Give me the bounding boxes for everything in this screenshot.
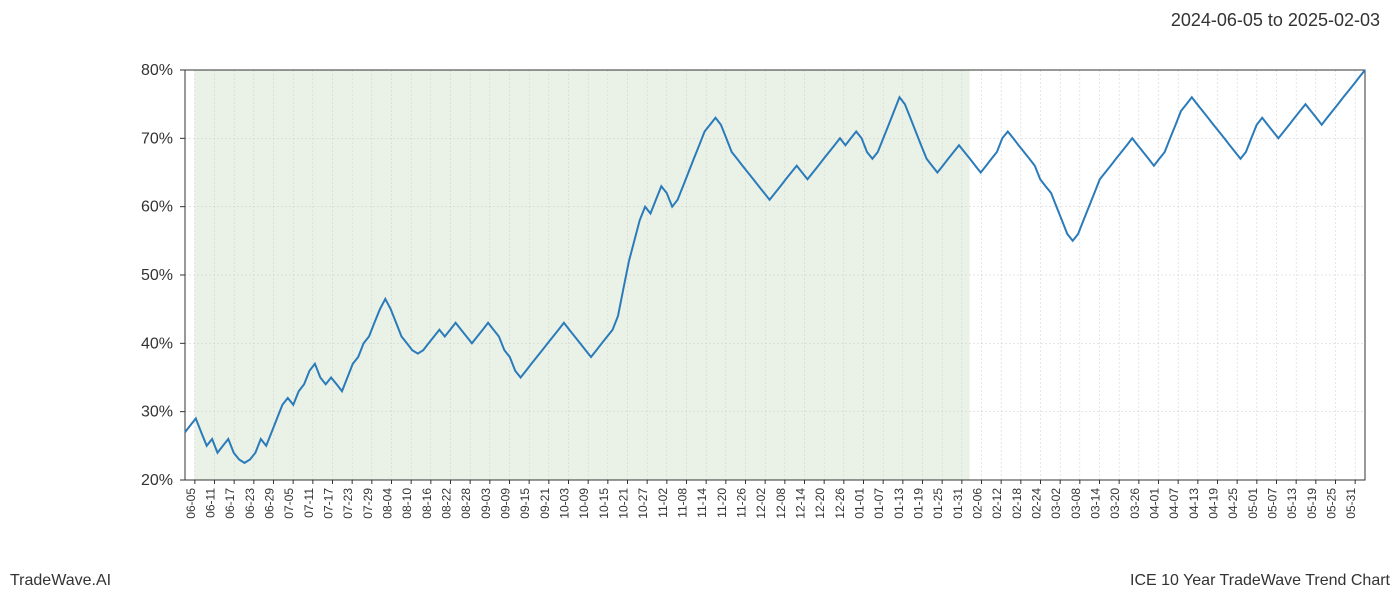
x-tick-label: 02-24	[1030, 488, 1044, 519]
x-tick-label: 03-08	[1069, 488, 1083, 519]
x-tick-label: 06-29	[263, 488, 277, 519]
x-tick-label: 11-02	[656, 488, 670, 518]
x-tick-label: 12-02	[754, 488, 768, 519]
x-tick-label: 10-09	[577, 488, 591, 519]
x-tick-label: 10-15	[597, 488, 611, 519]
x-tick-label: 10-21	[617, 488, 631, 519]
x-tick-label: 11-26	[735, 488, 749, 518]
y-tick-label: 60%	[141, 199, 173, 216]
x-tick-label: 09-09	[499, 488, 513, 519]
x-tick-label: 11-14	[695, 488, 709, 518]
x-tick-label: 05-19	[1305, 488, 1319, 519]
x-tick-label: 05-25	[1325, 488, 1339, 519]
y-tick-label: 30%	[141, 404, 173, 421]
x-tick-label: 06-23	[243, 488, 257, 519]
x-tick-label: 05-01	[1246, 488, 1260, 519]
x-tick-label: 03-14	[1089, 488, 1103, 519]
footer-brand: TradeWave.AI	[10, 572, 111, 590]
y-tick-label: 40%	[141, 335, 173, 352]
x-tick-label: 10-03	[558, 488, 572, 519]
x-tick-label: 08-04	[381, 488, 395, 519]
x-tick-label: 09-03	[479, 488, 493, 519]
x-tick-label: 11-08	[676, 488, 690, 518]
x-tick-label: 02-18	[1010, 488, 1024, 519]
x-tick-label: 05-07	[1266, 488, 1280, 519]
x-tick-label: 03-26	[1128, 488, 1142, 519]
x-tick-label: 01-25	[931, 488, 945, 519]
x-tick-label: 01-13	[892, 488, 906, 519]
x-tick-label: 04-25	[1226, 488, 1240, 519]
y-tick-label: 80%	[141, 62, 173, 79]
x-tick-label: 12-26	[833, 488, 847, 519]
x-tick-label: 03-02	[1049, 488, 1063, 519]
x-tick-label: 11-20	[715, 488, 729, 518]
y-tick-label: 20%	[141, 472, 173, 489]
x-tick-label: 04-19	[1207, 488, 1221, 519]
x-tick-label: 06-05	[184, 488, 198, 519]
x-tick-label: 12-20	[813, 488, 827, 519]
x-tick-label: 12-14	[794, 488, 808, 519]
x-tick-label: 05-31	[1344, 488, 1358, 519]
x-tick-label: 01-01	[853, 488, 867, 519]
x-tick-label: 04-01	[1148, 488, 1162, 519]
x-tick-label: 04-07	[1167, 488, 1181, 519]
x-tick-label: 10-27	[636, 488, 650, 519]
x-tick-label: 03-20	[1108, 488, 1122, 519]
x-tick-label: 07-05	[282, 488, 296, 519]
x-tick-label: 12-08	[774, 488, 788, 519]
trend-chart: 20% 30% 40% 50% 60% 70% 80% 06-05 06-11 06-17 06-2…	[0, 50, 1400, 550]
y-tick-label: 50%	[141, 267, 173, 284]
x-tick-label: 04-13	[1187, 488, 1201, 519]
x-tick-label: 09-21	[538, 488, 552, 519]
x-tick-label: 02-06	[971, 488, 985, 519]
x-tick-label: 09-15	[518, 488, 532, 519]
x-tick-label: 08-22	[440, 488, 454, 519]
x-tick-label: 07-29	[361, 488, 375, 519]
x-tick-label: 06-17	[223, 488, 237, 519]
x-tick-label: 08-16	[420, 488, 434, 519]
date-range-label: 2024-06-05 to 2025-02-03	[1171, 10, 1380, 31]
x-tick-label: 05-13	[1285, 488, 1299, 519]
footer-chart-title: ICE 10 Year TradeWave Trend Chart	[1130, 572, 1390, 590]
x-tick-label: 07-17	[322, 488, 336, 519]
x-tick-label: 07-11	[302, 488, 316, 518]
x-tick-label: 08-10	[400, 488, 414, 519]
x-tick-label: 08-28	[459, 488, 473, 519]
x-tick-label: 01-31	[951, 488, 965, 519]
x-tick-label: 01-19	[912, 488, 926, 519]
x-tick-label: 07-23	[341, 488, 355, 519]
y-tick-label: 70%	[141, 130, 173, 147]
chart-container: 20% 30% 40% 50% 60% 70% 80% 06-05 06-11 06-17 06-2…	[0, 50, 1400, 550]
x-tick-label: 02-12	[990, 488, 1004, 519]
x-tick-label: 06-11	[204, 488, 218, 518]
x-tick-label: 01-07	[872, 488, 886, 519]
